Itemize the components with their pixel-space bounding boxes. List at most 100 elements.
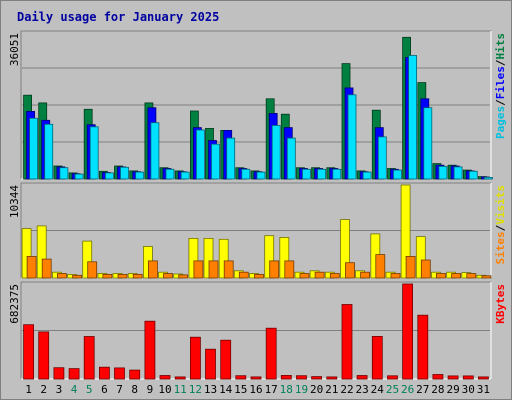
bar-visits-day-17 xyxy=(264,235,275,279)
bar-sites-day-9 xyxy=(147,260,158,279)
x-tick-label: 3 xyxy=(56,383,63,396)
x-tick-label: 23 xyxy=(355,383,368,396)
bar-kbytes-day-6 xyxy=(99,366,110,380)
bar-kbytes-day-19 xyxy=(296,375,307,380)
legend-entry: Visits xyxy=(494,185,507,225)
bar-pages-day-12 xyxy=(195,129,205,180)
x-tick-label: 20 xyxy=(310,383,323,396)
bar-sites-day-21 xyxy=(329,273,340,279)
bar-kbytes-day-13 xyxy=(205,348,216,380)
bar-sites-day-6 xyxy=(102,273,113,279)
bar-kbytes-day-26 xyxy=(402,283,414,380)
bar-kbytes-day-2 xyxy=(38,331,50,380)
x-tick-label: 31 xyxy=(477,383,490,396)
bar-kbytes-day-25 xyxy=(387,375,398,380)
x-tick-label: 27 xyxy=(416,383,429,396)
bar-sites-day-20 xyxy=(314,271,325,279)
bar-pages-day-21 xyxy=(332,168,342,180)
bar-sites-day-12 xyxy=(193,260,204,279)
bar-pages-day-4 xyxy=(74,173,84,180)
bar-pages-day-11 xyxy=(180,171,190,180)
bar-sites-day-17 xyxy=(269,260,280,279)
x-tick-label: 5 xyxy=(86,383,93,396)
bar-kbytes-day-7 xyxy=(114,367,125,380)
legend-label: Pages/Files/Hits xyxy=(494,33,507,139)
bar-pages-day-30 xyxy=(468,170,478,180)
bar-kbytes-day-4 xyxy=(68,368,80,380)
bar-kbytes-day-30 xyxy=(462,375,474,380)
x-tick-label: 6 xyxy=(101,383,108,396)
bar-sites-day-7 xyxy=(117,273,128,279)
bar-sites-day-19 xyxy=(299,273,310,279)
x-tick-label: 25 xyxy=(386,383,399,396)
bar-kbytes-day-10 xyxy=(159,375,171,380)
bar-kbytes-day-3 xyxy=(53,367,65,380)
bar-visits-day-2 xyxy=(36,225,47,279)
ymax-label: 36051 xyxy=(8,33,21,66)
x-tick-label: 9 xyxy=(147,383,154,396)
panel-visits-sites: 10344 Sites/Visits xyxy=(8,182,507,279)
bar-pages-day-29 xyxy=(453,166,463,180)
bar-kbytes-day-24 xyxy=(371,335,383,380)
x-tick-label: 4 xyxy=(71,383,78,396)
legend-entry: / xyxy=(494,59,507,66)
bar-pages-day-5 xyxy=(89,126,99,180)
bar-kbytes-day-15 xyxy=(235,375,247,380)
bar-pages-day-23 xyxy=(362,171,372,180)
bar-visits-day-13 xyxy=(203,237,214,279)
x-tick-label: 21 xyxy=(325,383,338,396)
legend-entry: Sites xyxy=(494,231,507,264)
legend-entry: Files xyxy=(494,66,507,99)
x-tick-label: 28 xyxy=(431,383,444,396)
legend-entry: / xyxy=(494,99,507,106)
x-tick-label: 19 xyxy=(295,383,308,396)
bar-sites-day-30 xyxy=(466,273,477,279)
bar-visits-day-27 xyxy=(415,236,426,279)
x-tick-label: 22 xyxy=(340,383,353,396)
bar-pages-day-6 xyxy=(105,172,114,180)
x-tick-label: 2 xyxy=(40,383,47,396)
x-tick-label: 18 xyxy=(280,383,293,396)
bar-sites-day-5 xyxy=(87,261,98,279)
bar-kbytes-day-1 xyxy=(23,324,35,380)
bar-sites-day-15 xyxy=(238,271,249,279)
bar-pages-day-17 xyxy=(271,125,281,180)
bar-kbytes-day-22 xyxy=(341,304,353,380)
bar-sites-day-8 xyxy=(132,273,143,279)
bar-pages-day-28 xyxy=(438,165,448,180)
x-tick-label: 1 xyxy=(25,383,32,396)
bar-pages-day-16 xyxy=(256,171,266,180)
bar-visits-day-26 xyxy=(400,184,411,279)
bar-sites-day-25 xyxy=(390,273,401,279)
bar-sites-day-4 xyxy=(72,274,82,279)
bar-visits-day-12 xyxy=(188,237,199,279)
legend-entry: KBytes xyxy=(494,284,507,324)
bar-pages-day-26 xyxy=(408,55,418,180)
bar-pages-day-14 xyxy=(226,137,236,180)
x-tick-labels: 1 2 3 4 5 6 7 8 9 10 11 12 13 14 15 16 17 18 19 20 21 22 23 24 2… xyxy=(25,383,490,396)
bar-sites-day-11 xyxy=(178,274,189,279)
bar-pages-day-15 xyxy=(241,168,251,180)
bar-kbytes-day-8 xyxy=(129,369,141,380)
legend-label: Sites/Visits xyxy=(494,185,507,265)
legend-entry: Hits xyxy=(494,33,507,60)
legend-label: KBytes xyxy=(494,284,507,324)
bar-kbytes-day-9 xyxy=(144,320,156,380)
bar-kbytes-day-16 xyxy=(250,376,262,380)
ymax-label: 682375 xyxy=(8,284,21,324)
bar-sites-day-16 xyxy=(254,273,264,279)
x-tick-label: 26 xyxy=(401,383,414,396)
bar-sites-day-28 xyxy=(435,273,446,279)
bar-kbytes-day-21 xyxy=(326,376,338,380)
bar-kbytes-day-29 xyxy=(447,375,459,380)
bar-pages-day-3 xyxy=(59,167,69,180)
bar-sites-day-31 xyxy=(481,275,492,279)
bar-kbytes-day-14 xyxy=(220,339,232,380)
bar-sites-day-23 xyxy=(360,271,371,279)
x-tick-label: 11 xyxy=(174,383,187,396)
bar-sites-day-2 xyxy=(41,258,52,279)
legend-entry: Pages xyxy=(494,106,507,139)
x-tick-label: 14 xyxy=(219,383,233,396)
